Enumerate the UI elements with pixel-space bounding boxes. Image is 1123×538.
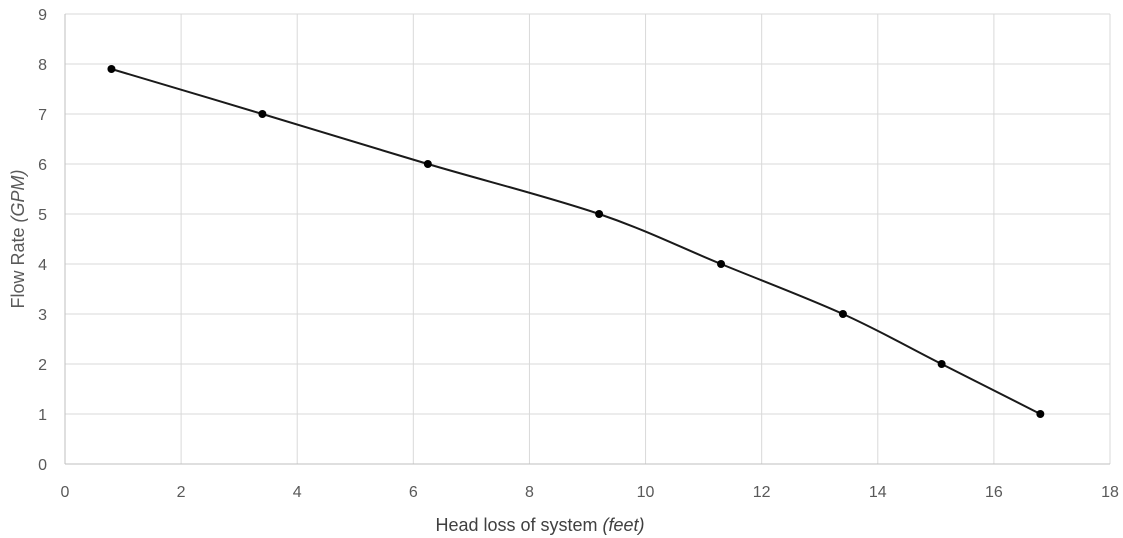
series bbox=[107, 65, 1045, 418]
y-tick-label: 8 bbox=[38, 57, 47, 74]
x-tick-label: 12 bbox=[753, 484, 771, 501]
y-tick-label: 7 bbox=[38, 107, 47, 124]
y-axis-title: Flow Rate (GPM) bbox=[8, 169, 28, 308]
y-axis-title-unit: (GPM) bbox=[8, 169, 28, 222]
data-point bbox=[423, 160, 432, 168]
x-axis-title: Head loss of system (feet) bbox=[435, 515, 644, 535]
x-tick-label: 4 bbox=[293, 484, 302, 501]
y-tick-label: 4 bbox=[38, 257, 47, 274]
series-line bbox=[111, 68, 1041, 415]
y-tick-label: 6 bbox=[38, 157, 47, 174]
x-tick-label: 16 bbox=[985, 484, 1003, 501]
data-point bbox=[838, 310, 847, 318]
data-point bbox=[595, 210, 604, 218]
y-tick-label: 3 bbox=[38, 307, 47, 324]
data-point bbox=[258, 110, 267, 118]
x-tick-label: 10 bbox=[637, 484, 655, 501]
x-tick-label: 2 bbox=[177, 484, 186, 501]
y-tick-label: 2 bbox=[38, 357, 47, 374]
y-tick-label: 0 bbox=[38, 457, 47, 474]
data-point bbox=[1036, 410, 1045, 418]
x-tick-label: 6 bbox=[409, 484, 418, 501]
data-point bbox=[107, 65, 116, 73]
x-tick-label: 14 bbox=[869, 484, 887, 501]
y-tick-label: 9 bbox=[38, 7, 47, 24]
y-tick-label: 1 bbox=[38, 407, 47, 424]
y-axis-title-main: Flow Rate bbox=[8, 222, 28, 308]
x-tick-label: 0 bbox=[61, 484, 70, 501]
data-point bbox=[937, 360, 946, 368]
x-tick-label: 8 bbox=[525, 484, 534, 501]
axes bbox=[64, 14, 1110, 465]
x-axis-title-main: Head loss of system bbox=[435, 515, 602, 535]
x-tick-label: 18 bbox=[1101, 484, 1119, 501]
y-tick-label: 5 bbox=[38, 207, 47, 224]
gridlines bbox=[65, 13, 1111, 464]
x-axis-title-unit: (feet) bbox=[603, 515, 645, 535]
data-point bbox=[717, 260, 726, 268]
